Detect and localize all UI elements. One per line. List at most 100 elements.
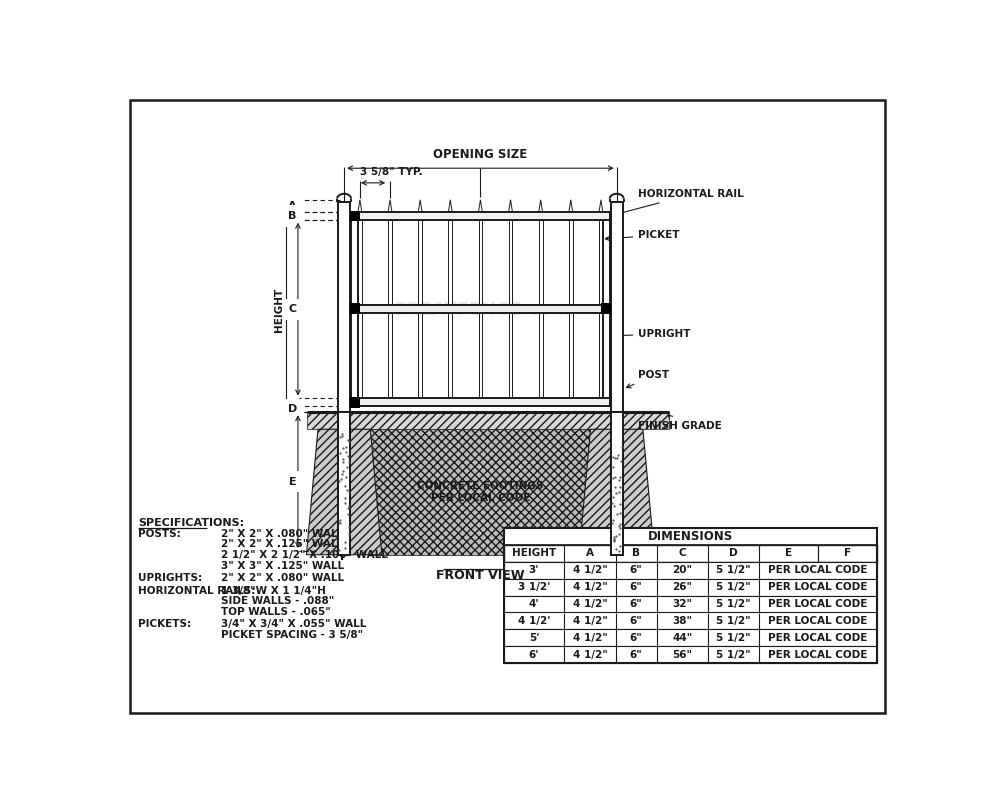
Text: PICKETS:: PICKETS: xyxy=(138,619,191,630)
Text: 4': 4' xyxy=(529,599,540,609)
Bar xyxy=(338,202,350,412)
Bar xyxy=(504,596,877,613)
Text: 38": 38" xyxy=(672,616,692,626)
Text: HORIZONTAL RAILS:: HORIZONTAL RAILS: xyxy=(138,585,255,596)
Polygon shape xyxy=(418,200,422,212)
Text: 6": 6" xyxy=(630,650,643,660)
Text: SIDE WALLS - .088": SIDE WALLS - .088" xyxy=(221,597,335,606)
Text: 5 1/2": 5 1/2" xyxy=(716,650,750,660)
Polygon shape xyxy=(358,200,362,212)
Text: 4 1/2": 4 1/2" xyxy=(572,650,608,660)
Text: 6": 6" xyxy=(630,565,643,575)
Text: 2" X 2" X .125" WALL: 2" X 2" X .125" WALL xyxy=(221,539,345,549)
Text: 5 1/2": 5 1/2" xyxy=(716,599,750,609)
Bar xyxy=(601,303,611,314)
Text: 56": 56" xyxy=(672,650,692,660)
Bar xyxy=(388,220,392,398)
Text: SPECIFICATIONS:: SPECIFICATIONS: xyxy=(138,518,244,528)
Text: OPENING SIZE: OPENING SIZE xyxy=(434,147,528,160)
Text: B: B xyxy=(633,548,641,558)
Bar xyxy=(351,398,610,407)
Text: FINISH GRADE: FINISH GRADE xyxy=(639,415,722,431)
Text: UPRIGHTS:: UPRIGHTS: xyxy=(138,573,202,584)
Text: 1 3/8"W X 1 1/4"H: 1 3/8"W X 1 1/4"H xyxy=(221,585,326,596)
Bar xyxy=(504,646,877,663)
Text: 6": 6" xyxy=(630,599,643,609)
Text: 4 1/2": 4 1/2" xyxy=(572,582,608,592)
Text: 2 1/2" X 2 1/2" X .100" WALL: 2 1/2" X 2 1/2" X .100" WALL xyxy=(221,550,388,560)
Text: A: A xyxy=(288,201,297,211)
Bar xyxy=(349,211,359,221)
Bar xyxy=(351,305,610,312)
Text: 3" X 3" X .125" WALL: 3" X 3" X .125" WALL xyxy=(221,561,345,571)
Text: 4 1/2": 4 1/2" xyxy=(572,633,608,643)
Text: POST: POST xyxy=(627,370,669,388)
Text: UPRIGHT: UPRIGHT xyxy=(611,329,691,339)
Bar xyxy=(351,212,610,220)
Bar xyxy=(504,545,877,562)
Text: 32": 32" xyxy=(672,599,692,609)
Bar xyxy=(504,630,877,646)
Bar xyxy=(603,212,610,407)
Text: B: B xyxy=(288,211,297,221)
Text: HEIGHT: HEIGHT xyxy=(273,288,284,332)
Text: 3 5/8" TYP.: 3 5/8" TYP. xyxy=(359,167,422,176)
Text: CONCRETE FOOTINGS
PER LOCAL CODE: CONCRETE FOOTINGS PER LOCAL CODE xyxy=(417,481,544,503)
Text: 3': 3' xyxy=(529,565,540,575)
Bar xyxy=(418,220,422,398)
Polygon shape xyxy=(388,200,392,212)
Bar xyxy=(539,220,543,398)
Text: 5 1/2": 5 1/2" xyxy=(716,582,750,592)
Text: PICKET: PICKET xyxy=(605,230,680,241)
Bar xyxy=(599,220,603,398)
Text: POSTS:: POSTS: xyxy=(138,529,180,539)
Text: 6': 6' xyxy=(529,650,540,660)
Polygon shape xyxy=(448,200,452,212)
Bar xyxy=(349,303,359,314)
Text: 3/4" X 3/4" X .055" WALL: 3/4" X 3/4" X .055" WALL xyxy=(221,619,366,630)
Text: A: A xyxy=(586,548,594,558)
Text: PER LOCAL CODE: PER LOCAL CODE xyxy=(768,599,867,609)
Text: 44": 44" xyxy=(672,633,693,643)
Text: GREATFENCE.com: GREATFENCE.com xyxy=(391,301,570,320)
Polygon shape xyxy=(599,200,603,212)
Text: 4 1/2": 4 1/2" xyxy=(572,565,608,575)
Text: FRONT VIEW: FRONT VIEW xyxy=(437,568,525,581)
Bar xyxy=(504,579,877,596)
Text: PER LOCAL CODE: PER LOCAL CODE xyxy=(768,616,867,626)
Text: D: D xyxy=(730,548,738,558)
Text: 6": 6" xyxy=(630,582,643,592)
Bar xyxy=(349,397,359,407)
Text: HORIZONTAL RAIL: HORIZONTAL RAIL xyxy=(614,189,744,216)
Text: PICKET SPACING - 3 5/8": PICKET SPACING - 3 5/8" xyxy=(221,630,363,640)
Text: 4 1/2': 4 1/2' xyxy=(518,616,550,626)
Bar xyxy=(504,528,877,663)
Polygon shape xyxy=(307,429,382,555)
Polygon shape xyxy=(569,200,573,212)
Bar xyxy=(611,202,623,412)
Bar xyxy=(504,562,877,579)
Text: 2" X 2" X .080" WALL: 2" X 2" X .080" WALL xyxy=(221,573,345,584)
Text: 3 1/2': 3 1/2' xyxy=(518,582,550,592)
Text: PER LOCAL CODE: PER LOCAL CODE xyxy=(768,582,867,592)
Polygon shape xyxy=(539,200,543,212)
Text: 6": 6" xyxy=(630,616,643,626)
Bar xyxy=(351,212,358,407)
Bar xyxy=(569,220,573,398)
Text: PER LOCAL CODE: PER LOCAL CODE xyxy=(768,650,867,660)
Text: 5 1/2": 5 1/2" xyxy=(716,633,750,643)
Bar xyxy=(370,429,590,555)
Bar xyxy=(307,412,669,429)
Text: E: E xyxy=(785,548,792,558)
Text: 5 1/2": 5 1/2" xyxy=(716,616,750,626)
Bar xyxy=(611,412,623,555)
Bar xyxy=(611,412,623,555)
Text: 5 1/2": 5 1/2" xyxy=(716,565,750,575)
Text: 2" X 2" X .080" WALL: 2" X 2" X .080" WALL xyxy=(221,529,345,539)
Text: TOP WALLS - .065": TOP WALLS - .065" xyxy=(221,607,331,617)
Polygon shape xyxy=(478,200,482,212)
Text: D: D xyxy=(288,404,297,415)
Bar xyxy=(504,528,877,545)
Text: 4 1/2": 4 1/2" xyxy=(572,599,608,609)
Polygon shape xyxy=(509,200,513,212)
